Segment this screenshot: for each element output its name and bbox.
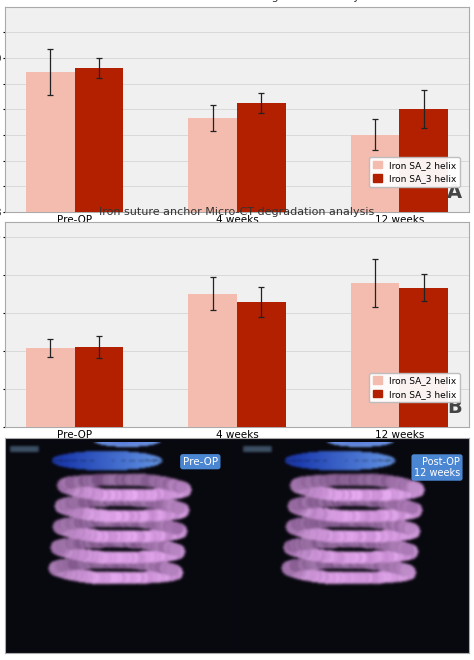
Bar xyxy=(400,288,448,428)
Legend: Iron SA_2 helix, Iron SA_3 helix: Iron SA_2 helix, Iron SA_3 helix xyxy=(369,157,460,187)
Bar xyxy=(188,118,237,660)
Bar xyxy=(74,347,123,428)
Text: B: B xyxy=(447,398,462,417)
Bar xyxy=(74,68,123,660)
Bar xyxy=(351,135,400,660)
Bar xyxy=(351,283,400,428)
Bar xyxy=(237,302,286,428)
Bar xyxy=(26,348,74,428)
Legend: Iron SA_2 helix, Iron SA_3 helix: Iron SA_2 helix, Iron SA_3 helix xyxy=(369,373,460,403)
Bar xyxy=(400,109,448,660)
Title: Iron suture anchor Micro-CT degradation analysis: Iron suture anchor Micro-CT degradation … xyxy=(100,207,374,217)
Text: A: A xyxy=(447,183,462,201)
Bar xyxy=(188,294,237,428)
Title: Iron suture anchor Micro-CT degradtion annalysis: Iron suture anchor Micro-CT degradtion a… xyxy=(99,0,375,2)
X-axis label: Implantation time: Implantation time xyxy=(191,443,283,453)
X-axis label: Implantation time: Implantation time xyxy=(191,228,283,238)
Text: C: C xyxy=(448,626,462,645)
Bar xyxy=(26,72,74,660)
Bar xyxy=(237,103,286,660)
